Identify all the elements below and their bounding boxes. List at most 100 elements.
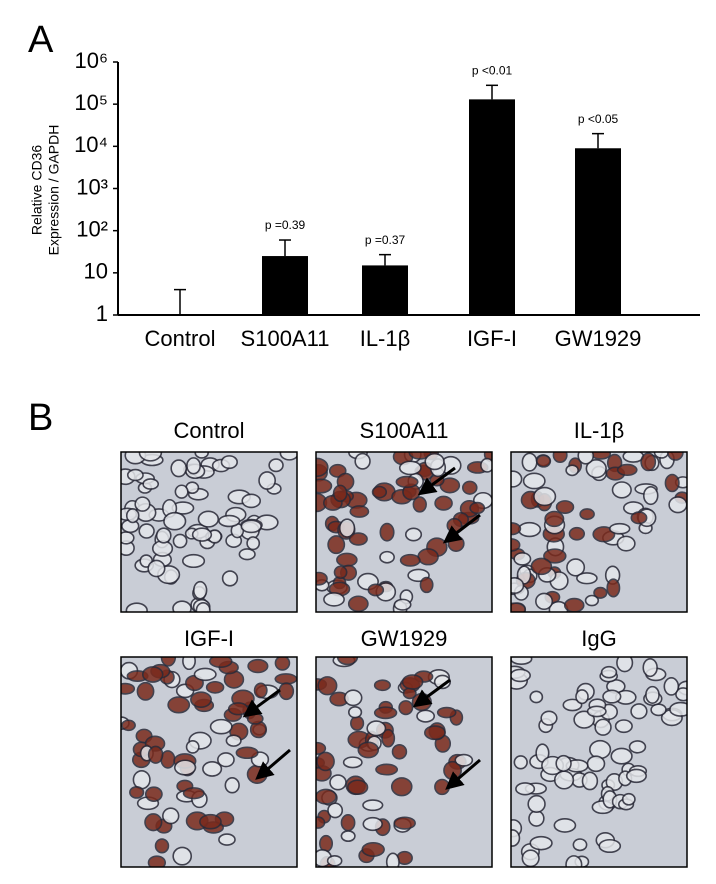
cell — [575, 689, 589, 705]
cell — [563, 597, 585, 612]
cell — [625, 768, 647, 784]
cell — [247, 658, 269, 674]
cell — [125, 508, 140, 524]
cell — [225, 734, 242, 747]
cell — [235, 746, 259, 760]
arrow — [417, 466, 456, 496]
cell — [317, 676, 338, 696]
y-axis-label: Relative CD36 — [29, 145, 45, 235]
cell — [536, 454, 552, 468]
frame — [120, 451, 298, 613]
cell — [163, 511, 187, 531]
cell — [338, 518, 356, 538]
cell — [172, 846, 193, 866]
cell — [209, 718, 233, 735]
cell — [511, 577, 525, 595]
cell — [154, 838, 170, 854]
cell — [417, 548, 439, 566]
arrow — [242, 688, 281, 718]
cell — [528, 810, 545, 827]
arrow — [412, 678, 451, 708]
y-tick-label: 10⁴ — [74, 132, 108, 157]
cell — [323, 592, 345, 607]
cell — [529, 690, 544, 704]
cell — [367, 583, 385, 597]
cell — [606, 578, 621, 598]
cell — [375, 763, 399, 776]
cell — [181, 553, 206, 569]
cell — [610, 747, 633, 765]
cell — [663, 677, 680, 696]
micrograph-label: GW1929 — [361, 626, 448, 651]
arrow — [445, 758, 481, 790]
cell — [182, 787, 205, 800]
cell — [600, 665, 618, 679]
cell — [395, 475, 419, 489]
cell — [125, 602, 148, 612]
cell — [650, 703, 667, 717]
frame — [510, 451, 688, 613]
cell — [162, 807, 180, 825]
cell — [278, 682, 295, 701]
cell — [480, 457, 492, 473]
cell — [616, 463, 638, 477]
cell — [379, 550, 395, 564]
cell — [218, 514, 241, 528]
cell — [616, 535, 636, 552]
cell — [511, 470, 523, 488]
cell — [316, 478, 333, 494]
cell — [182, 657, 196, 671]
cell — [217, 752, 235, 768]
cell — [326, 854, 343, 867]
cell — [332, 484, 348, 503]
cell — [268, 458, 284, 473]
cell — [170, 459, 188, 478]
y-tick-label: 10⁵ — [74, 90, 108, 115]
cell — [191, 527, 213, 542]
cell — [586, 755, 606, 773]
cell — [630, 511, 648, 525]
cell — [316, 816, 326, 829]
annotation: p <0.01 — [472, 63, 513, 77]
cell — [173, 759, 197, 776]
cell — [185, 739, 200, 754]
cell — [340, 814, 356, 832]
cell — [340, 830, 356, 842]
cell — [316, 741, 327, 755]
cell — [327, 535, 346, 555]
cell — [316, 457, 329, 478]
cell — [342, 756, 363, 769]
cell — [381, 728, 396, 748]
cell — [227, 702, 249, 716]
cell — [608, 522, 631, 535]
y-tick-label: 10⁶ — [74, 48, 108, 73]
cell — [343, 689, 363, 707]
cell — [434, 495, 453, 511]
cell — [155, 527, 172, 544]
cell — [147, 745, 164, 764]
annotation: p =0.39 — [265, 218, 306, 232]
cell — [147, 559, 166, 578]
panel-label: A — [28, 19, 54, 61]
cell — [530, 557, 553, 576]
cell — [521, 849, 540, 867]
cell — [576, 572, 598, 585]
y-tick-label: 1 — [96, 301, 108, 326]
cell — [543, 548, 567, 564]
frame — [120, 656, 298, 868]
cell — [205, 680, 225, 694]
micrograph-label: Control — [174, 418, 245, 443]
y-tick-label: 10³ — [76, 174, 108, 199]
cell — [197, 510, 220, 528]
cell — [527, 794, 546, 814]
cell — [401, 674, 424, 690]
frame — [315, 451, 493, 613]
cell — [361, 842, 385, 857]
cell — [362, 799, 384, 812]
x-tick-label: IL-1β — [360, 326, 411, 351]
cell — [126, 468, 144, 482]
cell — [555, 500, 575, 515]
cell — [544, 510, 565, 528]
cell — [373, 679, 391, 692]
cell — [399, 553, 421, 567]
